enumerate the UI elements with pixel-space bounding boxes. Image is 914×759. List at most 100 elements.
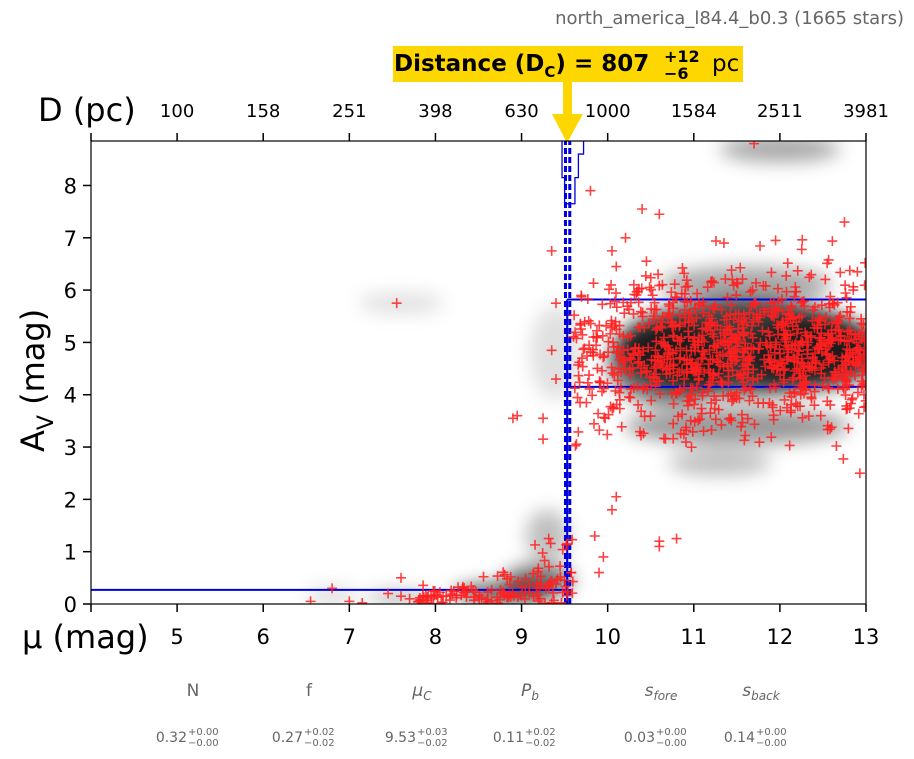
param-plus-4: +0.00 — [656, 727, 687, 738]
star-point — [683, 326, 694, 337]
star-point — [659, 332, 670, 343]
x-tick-label: 7 — [343, 625, 356, 649]
star-point — [754, 312, 765, 323]
star-point — [713, 368, 724, 379]
star-point — [709, 403, 720, 414]
y-tick-label: 5 — [64, 331, 77, 355]
star-point — [801, 330, 812, 341]
star-point — [827, 298, 838, 309]
star-point — [809, 400, 820, 411]
star-point — [762, 340, 773, 351]
star-point — [569, 383, 580, 394]
star-point — [704, 344, 715, 355]
star-point — [786, 301, 797, 312]
star-point — [665, 353, 676, 364]
star-point — [722, 292, 733, 303]
star-point — [844, 325, 855, 336]
star-point — [569, 310, 580, 321]
star-point — [767, 311, 778, 322]
star-point — [724, 321, 735, 332]
star-point — [657, 322, 668, 333]
star-point — [498, 587, 509, 598]
star-point — [723, 413, 734, 424]
star-point — [792, 265, 803, 276]
x-axis-label: μ (mag) — [22, 618, 149, 656]
star-point — [766, 267, 777, 278]
star-point — [816, 362, 827, 373]
star-point — [721, 311, 732, 322]
star-point — [588, 418, 599, 429]
star-point — [859, 350, 866, 361]
star-point — [703, 359, 714, 370]
star-point — [594, 425, 605, 436]
star-point — [567, 534, 578, 545]
x-tick-label: 9 — [515, 625, 528, 649]
star-point — [785, 407, 796, 418]
distance-value: ) = 807 — [555, 51, 649, 77]
star-point — [579, 343, 590, 354]
star-point — [690, 358, 701, 369]
star-point — [492, 571, 503, 582]
model-lines — [91, 141, 866, 604]
star-point — [738, 327, 749, 338]
star-point — [614, 329, 625, 340]
param-minus-3: −0.02 — [525, 738, 556, 749]
star-point — [635, 306, 646, 317]
star-point — [672, 335, 683, 346]
star-point — [792, 401, 803, 412]
star-point — [737, 274, 748, 285]
star-point — [678, 429, 689, 440]
star-point — [625, 384, 636, 395]
star-point — [643, 342, 654, 353]
param-value-1: 0.27 — [272, 730, 303, 746]
star-point — [789, 365, 800, 376]
param-name-4: sfore — [645, 681, 678, 703]
star-point — [827, 317, 838, 328]
star-point — [746, 320, 757, 331]
star-point — [788, 372, 799, 383]
star-point — [622, 301, 633, 312]
star-point — [596, 365, 607, 376]
star-point — [747, 285, 758, 296]
star-point — [789, 356, 800, 367]
star-point — [670, 345, 681, 356]
star-point — [634, 426, 645, 437]
param-name-5: sback — [742, 681, 780, 703]
star-point — [606, 504, 617, 515]
top-tick-label: 158 — [246, 101, 280, 122]
star-point — [603, 347, 614, 358]
star-point — [822, 382, 833, 393]
star-point — [850, 370, 861, 381]
star-point — [789, 291, 800, 302]
star-point — [639, 360, 650, 371]
star-point — [640, 270, 651, 281]
star-point — [671, 388, 682, 399]
star-point — [593, 408, 604, 419]
star-point — [715, 324, 726, 335]
star-point — [674, 367, 685, 378]
star-point — [772, 283, 783, 294]
star-point — [396, 591, 406, 602]
star-point — [738, 347, 749, 358]
star-point — [770, 304, 781, 315]
star-point — [825, 399, 836, 410]
star-point — [812, 342, 823, 353]
param-plus-2: +0.03 — [417, 727, 448, 738]
star-point — [842, 350, 853, 361]
star-point — [834, 326, 845, 337]
param-value-4: 0.03 — [624, 730, 655, 746]
star-point — [655, 388, 666, 399]
star-point — [749, 419, 760, 430]
star-point — [764, 330, 775, 341]
star-point — [667, 321, 678, 332]
star-point — [812, 320, 823, 331]
star-point — [701, 317, 712, 328]
star-point — [754, 437, 765, 448]
star-point — [644, 282, 655, 293]
density-blob — [667, 449, 772, 476]
y-tick-label: 0 — [64, 593, 77, 617]
star-point — [791, 317, 802, 328]
star-point — [698, 426, 709, 437]
star-point — [646, 284, 657, 295]
star-point — [605, 401, 616, 412]
